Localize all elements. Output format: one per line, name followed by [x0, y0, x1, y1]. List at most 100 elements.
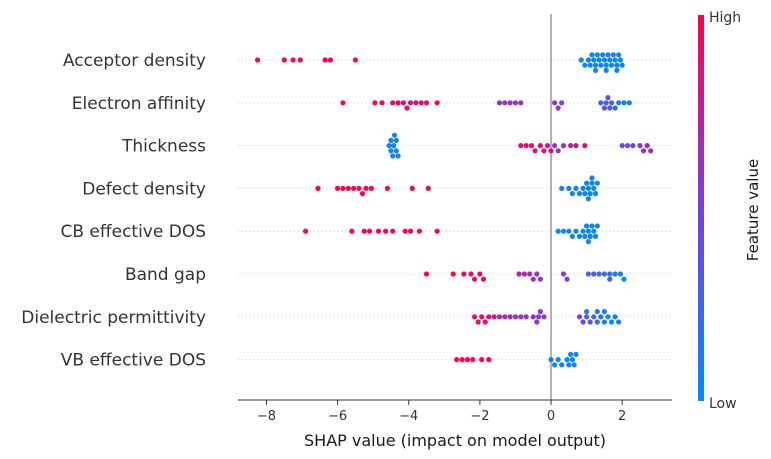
- data-point: [352, 57, 358, 63]
- data-point: [521, 271, 527, 277]
- data-point: [617, 57, 624, 63]
- data-point: [530, 276, 536, 282]
- x-tick-label: −2: [470, 409, 489, 424]
- data-point: [536, 314, 542, 320]
- data-point: [644, 143, 650, 149]
- data-point: [532, 148, 538, 154]
- data-point: [507, 314, 513, 320]
- data-point: [400, 100, 407, 106]
- data-point: [608, 100, 615, 106]
- data-point: [359, 191, 366, 197]
- data-point: [603, 100, 609, 106]
- data-point: [502, 100, 508, 106]
- data-point: [598, 100, 604, 106]
- data-point: [568, 351, 574, 357]
- data-point: [482, 319, 488, 325]
- data-point: [315, 185, 321, 191]
- data-point: [425, 185, 431, 191]
- data-point: [601, 319, 608, 325]
- data-point: [617, 271, 624, 277]
- feature-label: Acceptor density: [63, 51, 206, 71]
- data-point: [568, 143, 574, 149]
- data-point: [596, 57, 602, 63]
- data-point: [407, 228, 414, 234]
- data-point: [619, 143, 625, 149]
- data-point: [386, 143, 392, 149]
- data-point: [534, 319, 540, 325]
- data-point: [569, 191, 575, 197]
- data-point: [585, 196, 592, 202]
- data-point: [409, 185, 415, 191]
- data-point: [516, 271, 522, 277]
- data-point: [576, 191, 583, 197]
- data-point: [573, 351, 579, 357]
- data-point: [589, 223, 595, 229]
- data-point: [404, 105, 410, 111]
- data-point: [573, 228, 579, 234]
- data-point: [608, 62, 615, 68]
- data-point: [552, 143, 558, 149]
- data-point: [393, 137, 399, 143]
- data-point: [502, 314, 508, 320]
- data-point: [388, 137, 394, 143]
- data-point: [591, 271, 597, 277]
- data-point: [648, 148, 654, 154]
- data-point: [607, 57, 613, 63]
- data-point: [523, 143, 529, 149]
- data-point: [322, 57, 328, 63]
- data-point: [591, 314, 597, 320]
- data-point: [395, 100, 401, 106]
- data-point: [566, 362, 572, 368]
- data-point: [592, 233, 599, 239]
- data-point: [619, 62, 625, 68]
- data-point: [541, 148, 547, 154]
- feature-labels: Acceptor density Electron affinity Thickne…: [21, 51, 206, 371]
- data-point: [480, 276, 487, 282]
- data-point: [601, 309, 608, 315]
- data-point: [637, 143, 643, 149]
- colorbar-title: Feature value: [744, 159, 762, 261]
- data-point: [450, 271, 456, 277]
- data-point: [578, 57, 584, 63]
- x-tick-label: −8: [257, 409, 276, 424]
- data-point: [591, 185, 597, 191]
- data-point: [471, 276, 478, 282]
- data-point: [537, 309, 543, 315]
- data-point: [630, 143, 636, 149]
- data-point: [626, 100, 632, 106]
- data-point: [608, 319, 615, 325]
- data-point: [612, 271, 618, 277]
- feature-label: Thickness: [121, 137, 206, 157]
- data-point: [607, 105, 613, 111]
- data-point: [391, 132, 398, 138]
- data-point: [564, 357, 570, 363]
- data-point: [537, 143, 543, 149]
- data-point: [569, 233, 575, 239]
- data-point: [375, 228, 382, 234]
- x-tick-label: 0: [547, 409, 555, 424]
- data-points: [254, 52, 654, 368]
- data-point: [548, 357, 554, 363]
- data-point: [576, 314, 583, 320]
- data-point: [345, 185, 351, 191]
- feature-label: VB effective DOS: [61, 351, 206, 371]
- data-point: [281, 57, 287, 63]
- data-point: [576, 233, 583, 239]
- x-tick-label: 2: [618, 409, 626, 424]
- data-point: [612, 57, 618, 63]
- data-point: [530, 314, 536, 320]
- data-point: [486, 357, 492, 363]
- data-point: [384, 185, 391, 191]
- data-point: [390, 100, 396, 106]
- data-point: [372, 100, 378, 106]
- data-point: [587, 319, 593, 325]
- data-point: [468, 271, 474, 277]
- data-point: [585, 228, 592, 234]
- data-point: [559, 185, 565, 191]
- data-point: [621, 100, 627, 106]
- data-point: [592, 191, 599, 197]
- colorbar-low-label: Low: [709, 396, 737, 412]
- data-point: [585, 271, 592, 277]
- data-point: [616, 100, 622, 106]
